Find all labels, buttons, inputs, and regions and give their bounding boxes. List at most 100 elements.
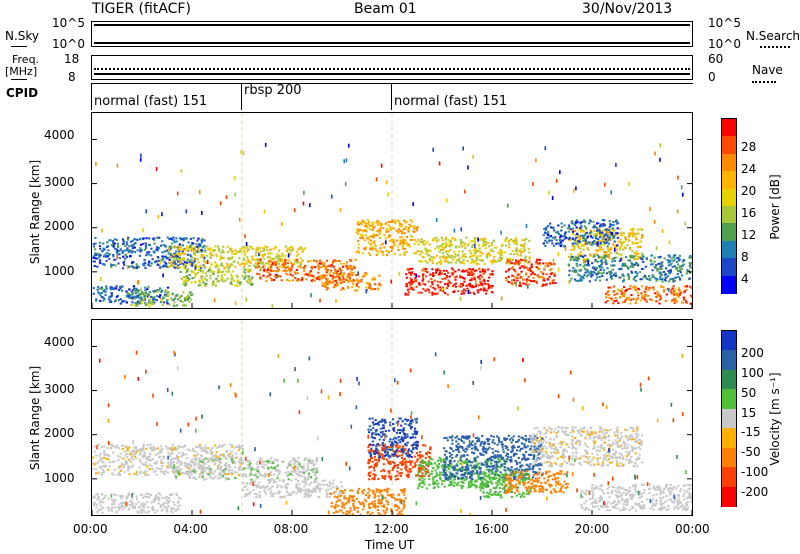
scatter-cell [551, 242, 554, 245]
scatter-cell [641, 234, 644, 237]
scatter-cell [286, 262, 289, 265]
scatter-cell [303, 267, 306, 270]
scatter-cell [593, 225, 596, 228]
scatter-cell [281, 253, 284, 256]
scatter-cell [143, 294, 146, 297]
scatter-cell [649, 298, 652, 301]
scatter-cell [225, 462, 228, 465]
scatter-cell [147, 253, 150, 256]
scatter-cell [409, 238, 412, 241]
scatter-cell [179, 497, 182, 500]
scatter-cell [294, 277, 297, 279]
scatter-cell [443, 257, 446, 260]
scatter-cell [197, 268, 201, 271]
scatter-cell [140, 299, 143, 302]
scatter-cell [293, 462, 296, 465]
scatter-cell [171, 238, 174, 241]
scatter-cell [128, 473, 131, 476]
scatter-cell [670, 288, 673, 291]
scatter-cell [153, 237, 156, 240]
scatter-cell [206, 245, 209, 248]
scatter-cell [148, 463, 151, 466]
scatter-cell [242, 249, 245, 252]
scatter-cell [401, 223, 404, 226]
scatter-cell [487, 268, 490, 271]
scatter-cell [179, 299, 182, 302]
scatter-cell [511, 266, 515, 269]
scatter-cell [354, 274, 358, 277]
scatter-speckle [157, 214, 160, 219]
scatter-cell [355, 228, 358, 231]
scatter-cell [119, 473, 122, 476]
scatter-cell [192, 242, 195, 245]
scatter-cell [273, 247, 276, 250]
scatter-cell [223, 251, 226, 254]
scatter-cell [411, 282, 414, 285]
scatter-cell [202, 478, 206, 481]
scatter-cell [189, 460, 192, 463]
scatter-cell [349, 264, 352, 267]
scatter-cell [262, 254, 265, 256]
scatter-cell [413, 238, 416, 241]
scatter-cell [355, 279, 359, 282]
scatter-cell [354, 289, 357, 292]
scatter-cell [613, 299, 616, 302]
scatter-cell [519, 258, 522, 261]
scatter-cell [306, 468, 309, 471]
scatter-cell [443, 247, 446, 250]
scatter-cell [632, 263, 636, 266]
scatter-cell [431, 273, 434, 276]
scatter-cell [197, 237, 200, 240]
scatter-cell [520, 265, 523, 268]
scatter-cell [300, 266, 303, 269]
scatter-cell [233, 462, 237, 465]
scatter-cell [282, 479, 285, 482]
scatter-cell [639, 256, 642, 258]
scatter-cell [254, 474, 257, 477]
scatter-cell [595, 222, 599, 225]
scatter-cell [311, 278, 314, 281]
scatter-cell [260, 250, 263, 253]
scatter-cell [92, 287, 95, 289]
scatter-cell [402, 228, 405, 231]
scatter-cell [576, 245, 579, 247]
scatter-cell [624, 298, 627, 301]
scatter-cell [242, 488, 245, 491]
scatter-cell [240, 452, 243, 455]
scatter-cell [149, 452, 152, 455]
scatter-cell [404, 293, 407, 296]
scatter-cell [241, 274, 244, 277]
scatter-cell [212, 472, 215, 475]
scatter-cell [472, 286, 475, 289]
scatter-cell [623, 264, 626, 267]
scatter-speckle [387, 192, 389, 197]
scatter-cell [368, 284, 372, 287]
scatter-cell [313, 490, 316, 493]
scatter-cells [92, 350, 692, 515]
scatter-cell [601, 231, 604, 234]
scatter-cell [158, 296, 161, 298]
scatter-cell [475, 269, 478, 272]
scatter-cell [190, 469, 193, 472]
scatter-cell [345, 276, 349, 279]
scatter-speckle [467, 165, 469, 170]
scatter-cell [98, 454, 101, 457]
scatter-cell [190, 255, 193, 258]
scatter-cell [288, 279, 291, 282]
scatter-cell [569, 256, 572, 259]
scatter-cell [608, 296, 611, 299]
scatter-cell [258, 472, 262, 475]
scatter-cell [253, 484, 256, 486]
scatter-cell [119, 287, 122, 290]
scatter-cell [160, 291, 163, 293]
scatter-cell [560, 235, 563, 238]
scatter-cell [287, 470, 290, 473]
scatter-cell [136, 295, 139, 297]
scatter-cell [579, 234, 582, 237]
scatter-cell [123, 450, 126, 453]
scatter-cell [471, 240, 474, 243]
scatter-cell [583, 225, 586, 228]
scatter-cell [172, 507, 175, 510]
scatter-cell [248, 275, 251, 278]
scatter-cell [643, 274, 647, 277]
